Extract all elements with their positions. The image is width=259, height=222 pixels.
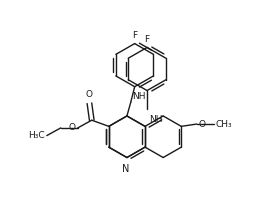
- Text: F: F: [132, 31, 137, 40]
- Text: NH: NH: [149, 115, 162, 124]
- Text: N: N: [122, 164, 129, 174]
- Text: F: F: [145, 35, 150, 44]
- Text: O: O: [68, 123, 75, 132]
- Text: NH: NH: [132, 91, 146, 101]
- Text: O: O: [198, 119, 205, 129]
- Text: CH₃: CH₃: [215, 119, 232, 129]
- Text: H₃C: H₃C: [28, 131, 45, 140]
- Text: O: O: [86, 90, 93, 99]
